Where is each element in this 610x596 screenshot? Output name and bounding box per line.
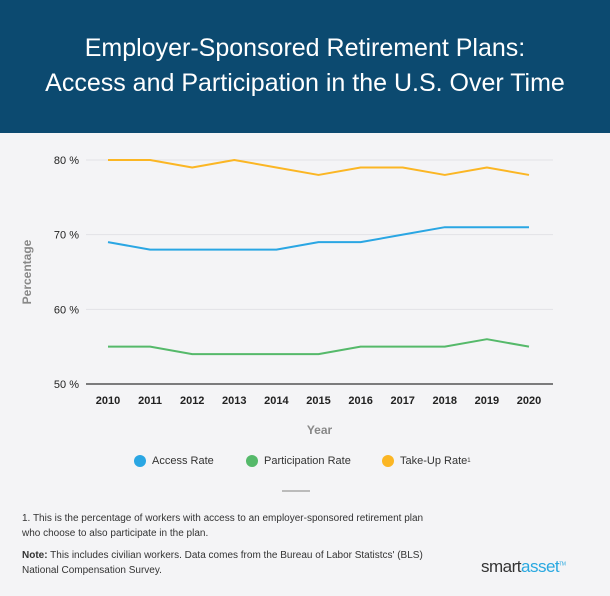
x-tick-label: 2012 <box>180 395 204 407</box>
legend-item-participation-rate: Participation Rate <box>246 455 351 467</box>
footnote-1: 1. This is the percentage of workers wit… <box>22 513 424 539</box>
legend-swatch <box>382 455 394 467</box>
legend-item-access-rate: Access Rate <box>134 455 214 467</box>
x-tick-label: 2013 <box>222 395 246 407</box>
x-tick-label: 2011 <box>138 395 162 407</box>
legend-item-take-up-rate: Take-Up Rate 1 <box>382 455 471 467</box>
x-tick-label: 2019 <box>475 395 499 407</box>
x-tick-label: 2014 <box>264 395 289 407</box>
smartasset-logo: smartassetTM <box>481 557 566 576</box>
x-axis-label: Year <box>307 423 333 437</box>
y-axis-label: Percentage <box>20 239 34 304</box>
x-tick-label: 2017 <box>390 395 414 407</box>
source-note: Note: This includes civilian workers. Da… <box>22 550 423 576</box>
series-line-access-rate <box>107 226 529 251</box>
x-tick-label: 2016 <box>348 395 372 407</box>
legend-swatch <box>246 455 258 467</box>
series-line-take-up-rate <box>108 159 530 176</box>
x-tick-label: 2015 <box>306 395 330 407</box>
x-tick-label: 2018 <box>433 395 457 407</box>
header: Employer-Sponsored Retirement Plans: Acce… <box>0 0 610 133</box>
chart-title: Employer-Sponsored Retirement Plans: Acce… <box>45 34 565 97</box>
series-line-participation-rate <box>108 338 530 356</box>
x-tick-label: 2020 <box>517 395 541 407</box>
y-tick-label: 80 % <box>54 155 79 167</box>
x-tick-label: 2010 <box>96 395 120 407</box>
y-tick-label: 70 % <box>54 230 79 242</box>
y-tick-label: 50 % <box>54 379 79 391</box>
line-chart: 50 % 60 % 70 % 80 % 2010 2011 2012 2013 2014 2015… <box>20 155 553 437</box>
legend-swatch <box>134 455 146 467</box>
divider <box>282 490 310 492</box>
y-tick-label: 60 % <box>54 304 79 316</box>
